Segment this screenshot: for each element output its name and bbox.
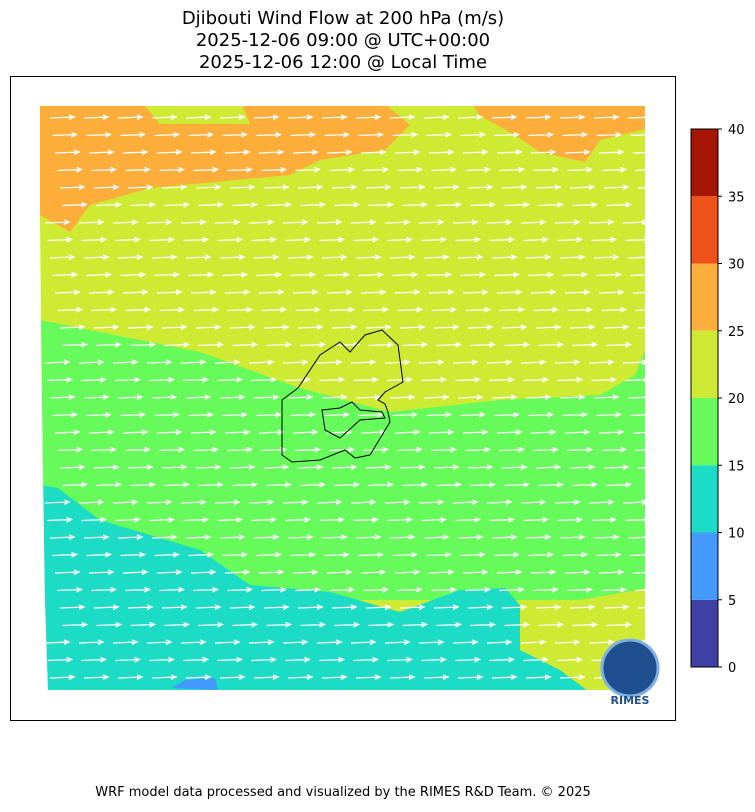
logo-text: RIMES [611, 694, 650, 707]
region [40, 485, 600, 690]
tick-label: 10 [728, 527, 745, 542]
footer: WRF model data processed and visualized … [95, 785, 591, 800]
colorbar-segment [691, 465, 718, 533]
tick-label: 5 [728, 594, 736, 609]
tick-label: 15 [728, 459, 745, 474]
logo: RIMES [600, 638, 660, 707]
tick-label: 0 [728, 661, 736, 676]
title: 2025-12-06 12:00 @ Local Time [199, 52, 487, 73]
wind-field [44, 114, 645, 681]
tick-label: 35 [728, 190, 745, 205]
map [40, 106, 645, 690]
wind-arrows [44, 114, 645, 681]
region [40, 106, 410, 232]
country-border [281, 329, 404, 463]
tick-label: 25 [728, 325, 745, 340]
colorbar-segment [691, 263, 718, 331]
tick-label: 30 [728, 258, 745, 273]
colorbar-segment [691, 398, 718, 466]
region [470, 106, 645, 162]
logo-emblem [600, 638, 660, 698]
title: 2025-12-06 09:00 @ UTC+00:00 [196, 30, 490, 51]
region [172, 678, 218, 690]
colorbar-segment [691, 196, 718, 264]
colorbar-segment [691, 599, 718, 667]
tick-label: 20 [728, 392, 745, 407]
colorbar-segment [691, 532, 718, 600]
colorbar: 0 5 10 15 20 25 30 35 40 [690, 123, 745, 676]
colorbar-segment [691, 330, 718, 398]
tick-label: 40 [728, 123, 745, 138]
colorbar-segment [691, 129, 718, 197]
title: Djibouti Wind Flow at 200 hPa (m/s) [182, 8, 504, 29]
map-frame [10, 76, 676, 721]
